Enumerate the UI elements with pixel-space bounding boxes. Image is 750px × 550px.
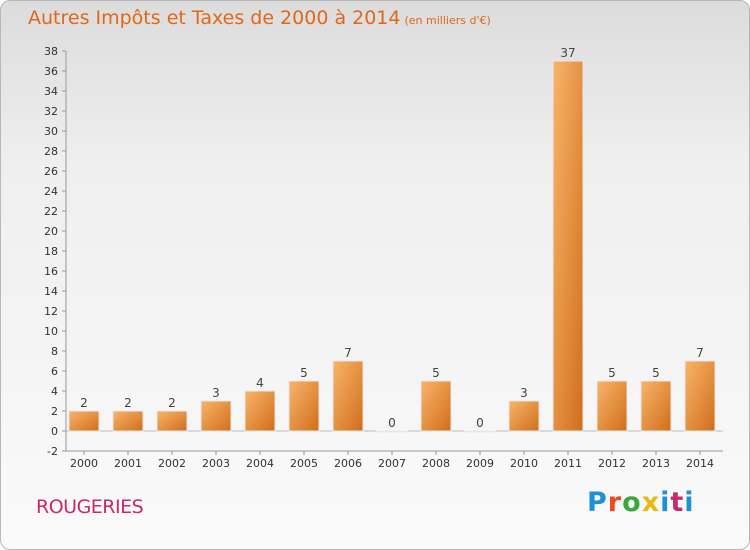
value-label: 5	[652, 366, 660, 380]
value-label: 2	[168, 396, 176, 410]
x-tick-label: 2001	[114, 457, 142, 470]
chart-title-text: Autres Impôts et Taxes de 2000 à 2014	[28, 7, 401, 29]
x-tick-label: 2011	[554, 457, 582, 470]
x-tick-label: 2000	[70, 457, 98, 470]
y-tick-label: 14	[44, 285, 58, 298]
y-tick-label: 18	[44, 245, 58, 258]
bar-2005	[288, 380, 320, 432]
value-label: 7	[696, 346, 704, 360]
value-label: 7	[344, 346, 352, 360]
x-tick-label: 2003	[202, 457, 230, 470]
y-tick-label: -2	[47, 445, 58, 458]
y-tick-label: 10	[44, 325, 58, 338]
x-tick-label: 2012	[598, 457, 626, 470]
bar-2014	[684, 360, 716, 432]
chart-title: Autres Impôts et Taxes de 2000 à 2014 (en…	[28, 7, 491, 29]
y-tick-label: 16	[44, 265, 58, 278]
bar-2011	[552, 60, 584, 432]
x-tick-label: 2013	[642, 457, 670, 470]
x-tick-label: 2006	[334, 457, 362, 470]
x-tick-label: 2004	[246, 457, 274, 470]
value-label: 3	[520, 386, 528, 400]
y-tick-label: 34	[44, 85, 58, 98]
bar-2013	[640, 380, 672, 432]
y-tick-label: 22	[44, 205, 58, 218]
x-tick-label: 2009	[466, 457, 494, 470]
bars	[68, 60, 716, 433]
bar-2000	[68, 410, 100, 432]
y-tick-label: 4	[51, 385, 58, 398]
commune-name: ROUGERIES	[36, 496, 144, 518]
bar-2004	[244, 390, 276, 432]
bar-2010	[508, 400, 540, 432]
value-label: 0	[388, 416, 396, 430]
x-tick-label: 2008	[422, 457, 450, 470]
y-tick-label: 28	[44, 145, 58, 158]
y-tick-label: 0	[51, 425, 58, 438]
value-label: 2	[124, 396, 132, 410]
bar-2003	[200, 400, 232, 432]
bar-2002	[156, 410, 188, 432]
value-label: 5	[300, 366, 308, 380]
value-label: 4	[256, 376, 264, 390]
y-tick-label: 38	[44, 45, 58, 58]
value-label: 5	[608, 366, 616, 380]
value-label: 2	[80, 396, 88, 410]
bar-2008	[420, 380, 452, 432]
x-tick-label: 2002	[158, 457, 186, 470]
y-tick-label: 24	[44, 185, 58, 198]
value-label: 0	[476, 416, 484, 430]
value-label: 5	[432, 366, 440, 380]
proxiti-logo[interactable]: Proxiti	[587, 487, 695, 518]
y-tick-label: 32	[44, 105, 58, 118]
chart-unit: (en milliers d'€)	[404, 14, 491, 27]
bar-2001	[112, 410, 144, 432]
y-tick-label: 26	[44, 165, 58, 178]
x-tick-label: 2005	[290, 457, 318, 470]
x-tick-label: 2014	[686, 457, 714, 470]
bar-2007	[376, 430, 408, 433]
y-tick-label: 6	[51, 365, 58, 378]
y-tick-label: 8	[51, 345, 58, 358]
value-label: 3	[212, 386, 220, 400]
value-label: 37	[560, 46, 575, 60]
bar-2009	[464, 430, 496, 433]
y-tick-label: 2	[51, 405, 58, 418]
y-tick-label: 30	[44, 125, 58, 138]
x-tick-label: 2010	[510, 457, 538, 470]
x-tick-label: 2007	[378, 457, 406, 470]
value-labels: 2 2 2 3 4 5 7 0 5 0 3 37 5 5 7	[80, 46, 704, 430]
bar-2012	[596, 380, 628, 432]
y-tick-label: 20	[44, 225, 58, 238]
y-tick-label: 36	[44, 65, 58, 78]
y-tick-label: 12	[44, 305, 58, 318]
bar-2006	[332, 360, 364, 432]
